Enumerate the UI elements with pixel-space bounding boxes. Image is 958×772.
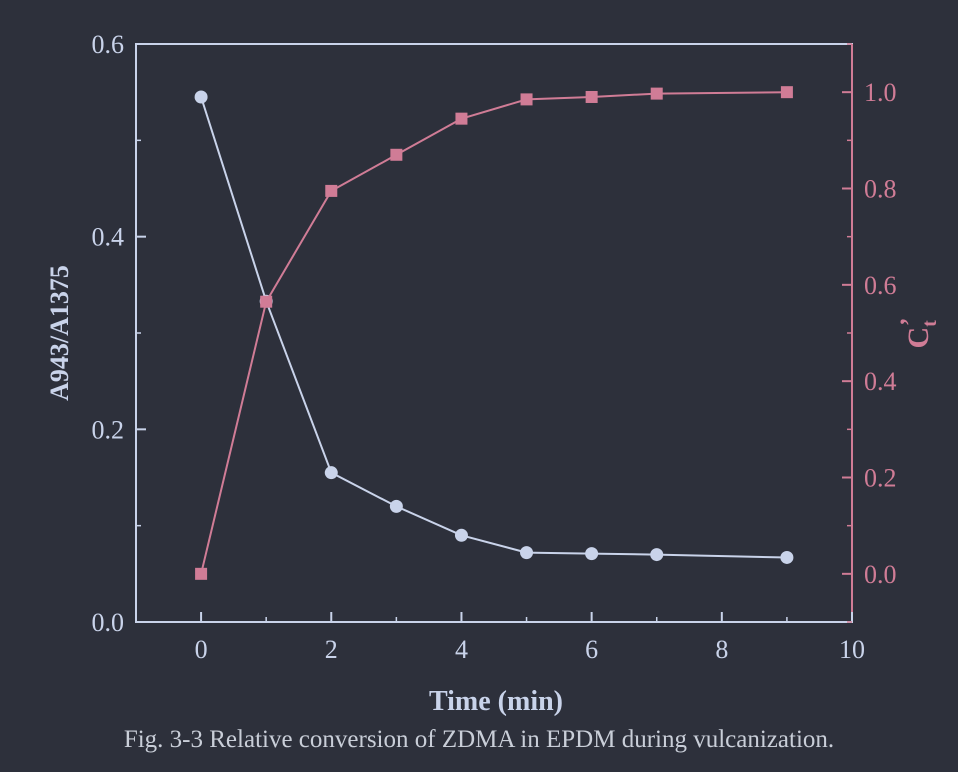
x-tick-label: 8 bbox=[715, 635, 728, 664]
dual-axis-line-chart: 0 2 4 6 8 10 0.00.20.40.6 0.00.20.40.60.81.0 … bbox=[45, 30, 941, 717]
x-tick-label: 10 bbox=[839, 635, 865, 664]
series-right-point bbox=[455, 112, 468, 125]
right-axis-title-prime: ’ bbox=[895, 317, 924, 326]
series-right-point bbox=[390, 148, 403, 161]
series-right-line bbox=[200, 91, 787, 575]
left-axis-title: A943/A1375 bbox=[45, 265, 74, 401]
series-left-point bbox=[520, 546, 534, 560]
series-right-point bbox=[520, 93, 533, 106]
left-y-tick-label: 0.6 bbox=[92, 30, 125, 59]
figure-caption: Fig. 3-3 Relative conversion of ZDMA in … bbox=[123, 726, 835, 753]
left-y-tick-label: 0.2 bbox=[92, 415, 125, 444]
right-y-tick-label: 0.2 bbox=[864, 464, 897, 493]
series-left-point bbox=[389, 499, 403, 513]
series-right-point bbox=[650, 87, 663, 100]
series-left-point bbox=[650, 548, 664, 562]
right-y-tick-label: 0.6 bbox=[864, 271, 897, 300]
series-left-point bbox=[324, 466, 338, 480]
series-right-point bbox=[260, 295, 273, 308]
x-axis-title: Time (min) bbox=[429, 686, 563, 717]
plot-frame bbox=[135, 43, 853, 623]
x-tick-label: 0 bbox=[195, 635, 208, 664]
right-axis-title: Ct’ bbox=[895, 317, 941, 348]
series-right-point bbox=[585, 90, 598, 103]
x-tick-label: 2 bbox=[325, 635, 338, 664]
right-y-tick-label: 1.0 bbox=[864, 78, 897, 107]
x-axis-ticks: 0 2 4 6 8 10 bbox=[135, 612, 865, 664]
series-left-line bbox=[200, 96, 787, 559]
series-right-point bbox=[325, 184, 338, 197]
series-right-point bbox=[780, 86, 793, 99]
x-tick-label: 6 bbox=[585, 635, 598, 664]
left-y-tick-label: 0.4 bbox=[92, 223, 125, 252]
right-y-tick-label: 0.0 bbox=[864, 560, 897, 589]
right-axis-ticks: 0.0 0.2 0.4 0.6 0.8 1.0 bbox=[842, 43, 897, 623]
left-y-tick-label: 0.0 bbox=[92, 608, 125, 637]
series-left-point bbox=[780, 550, 794, 564]
right-axis-title-main: C bbox=[902, 327, 935, 349]
right-y-tick-label: 0.8 bbox=[864, 175, 897, 204]
series-layer bbox=[194, 86, 794, 580]
x-tick-label: 4 bbox=[455, 635, 468, 664]
series-left-point bbox=[454, 528, 468, 542]
right-y-tick-label: 0.4 bbox=[864, 367, 897, 396]
left-axis-ticks: 0.0 0.2 0.4 0.6 bbox=[92, 30, 146, 637]
right-axis-title-subscript: t bbox=[919, 320, 941, 327]
series-right-point bbox=[195, 567, 208, 580]
series-left-point bbox=[194, 90, 208, 104]
series-left-point bbox=[585, 547, 599, 561]
